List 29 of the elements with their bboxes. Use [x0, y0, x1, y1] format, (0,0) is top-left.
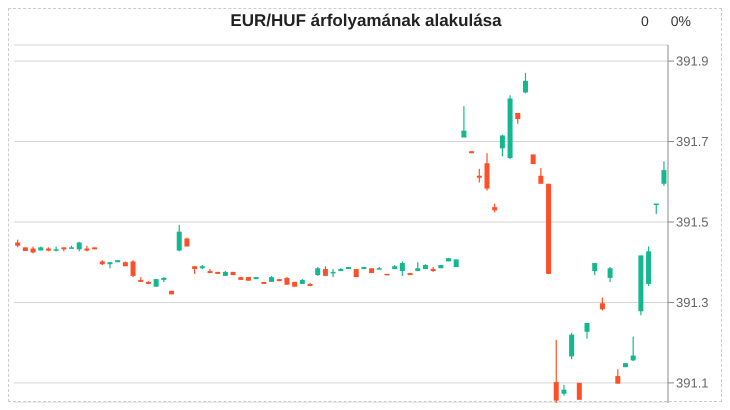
candlestick: [630, 336, 636, 362]
candlestick: [584, 322, 590, 340]
y-tick-label: 391.9: [676, 54, 709, 69]
candlestick: [400, 260, 405, 276]
y-tick-label: 391.3: [676, 295, 709, 310]
candlestick: [592, 262, 598, 276]
candlestick: [661, 160, 666, 186]
candlestick: [322, 266, 328, 276]
candlestick: [608, 266, 613, 283]
candlestick: [569, 332, 574, 360]
candlestick: [176, 224, 182, 252]
y-tick-label: 391.7: [676, 134, 709, 150]
candlestick: [561, 384, 566, 396]
text: 0%: [670, 13, 691, 29]
candlestick: [522, 72, 528, 94]
candlestick: [130, 260, 136, 278]
candlestick: [554, 339, 559, 403]
candlestick: [476, 168, 482, 184]
candlestick: [576, 382, 582, 400]
candlestick: [500, 134, 505, 158]
candlestick: [76, 241, 82, 252]
chart-title: EUR/HUF árfolyamának alakulása: [230, 11, 502, 30]
candlestick: [615, 368, 620, 384]
y-tick-label: 391.1: [676, 376, 709, 391]
y-tick-label: 391.5: [676, 214, 709, 230]
candlestick: [600, 297, 605, 312]
candlestick: [538, 167, 544, 184]
text: 0: [640, 13, 649, 29]
candlestick: [461, 106, 466, 138]
